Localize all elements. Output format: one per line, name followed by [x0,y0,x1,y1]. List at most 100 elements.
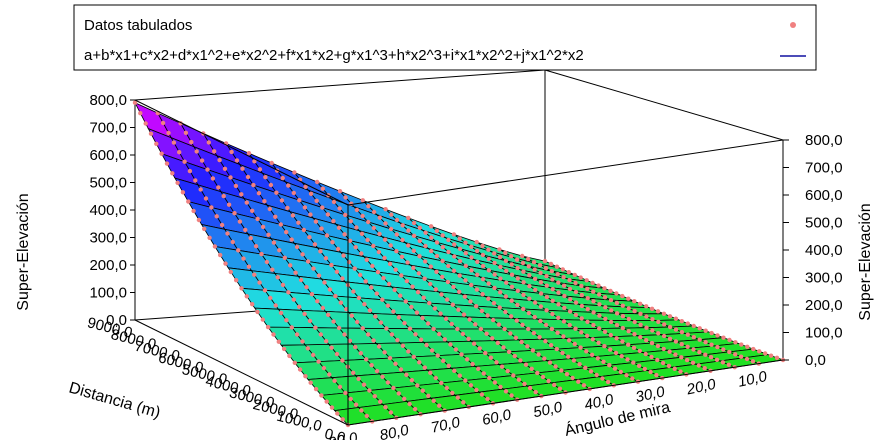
data-point [426,393,431,398]
data-point [697,349,702,355]
data-point [381,275,386,281]
data-point [469,268,474,273]
data-point [441,358,446,363]
data-point [294,244,300,250]
data-point [537,335,542,340]
data-point [132,100,138,105]
data-point [491,301,497,306]
data-point [727,349,732,355]
data-point [453,347,459,352]
data-point [307,318,313,324]
data-point [307,235,312,240]
data-point [278,222,283,227]
data-point [636,363,642,368]
box-edge [347,359,784,426]
data-point [566,338,572,343]
data-point [250,302,255,307]
data-point [396,391,401,396]
data-point [143,121,148,126]
data-point [591,289,596,294]
data-point [354,225,359,230]
data-point [318,249,323,254]
data-point [311,266,316,271]
data-point [637,348,642,354]
data-point [496,322,502,327]
data-point [349,313,354,318]
data-point [342,332,347,337]
data-point [667,324,673,330]
data-point [620,293,625,299]
data-point [595,356,600,361]
data-point [463,378,468,383]
data-point [561,319,567,324]
data-point [437,331,442,337]
z-tick-label-left: 400,0 [89,202,127,219]
z-tick-label-right: 700,0 [805,160,843,177]
data-point [469,255,474,260]
data-point [642,366,647,372]
data-point [527,385,533,391]
data-point [398,293,403,298]
data-point [703,352,708,357]
data-point [388,226,394,232]
angle-tick-label: 10,0 [736,368,769,391]
data-point [492,251,497,256]
data-point [649,340,655,346]
data-point [509,284,515,289]
data-point [424,342,429,348]
data-point [573,280,578,286]
data-point [287,353,292,359]
data-point [703,340,708,345]
data-point [531,260,537,265]
data-point [480,243,485,249]
data-point [532,276,538,281]
data-point [486,296,491,301]
data-point [559,368,564,373]
data-point [302,205,308,210]
data-point [337,384,343,390]
data-point [603,316,608,321]
data-point [353,344,358,350]
data-point [429,235,434,240]
data-point [237,219,243,224]
data-point [650,328,655,333]
data-point [492,260,497,266]
data-point [514,257,520,262]
data-point [275,275,280,280]
data-point [547,360,553,365]
data-point [620,303,625,308]
data-point [518,358,523,363]
data-point [385,380,391,385]
data-point [501,345,506,350]
data-point [608,347,613,352]
data-point [497,247,502,252]
data-point [497,254,503,260]
data-point [348,219,353,224]
data-point [475,259,480,264]
data-point [267,206,272,212]
data-point [431,326,436,332]
data-point [429,248,434,254]
data-point [494,360,499,365]
data-point [382,350,387,355]
data-point [655,343,661,349]
data-point [175,180,180,185]
data-point [270,267,275,272]
data-point [550,298,555,303]
data-point [607,363,612,368]
data-point [474,248,480,254]
data-point [292,360,297,365]
data-point [301,227,307,233]
data-point [210,176,216,181]
data-point [284,318,289,323]
box-edge [134,319,349,426]
data-point [443,316,449,321]
data-point [585,296,590,301]
data-point [553,364,558,369]
data-point [556,280,561,285]
data-point [515,288,520,293]
data-point [578,345,583,350]
data-point [252,272,257,277]
data-point [584,278,589,283]
